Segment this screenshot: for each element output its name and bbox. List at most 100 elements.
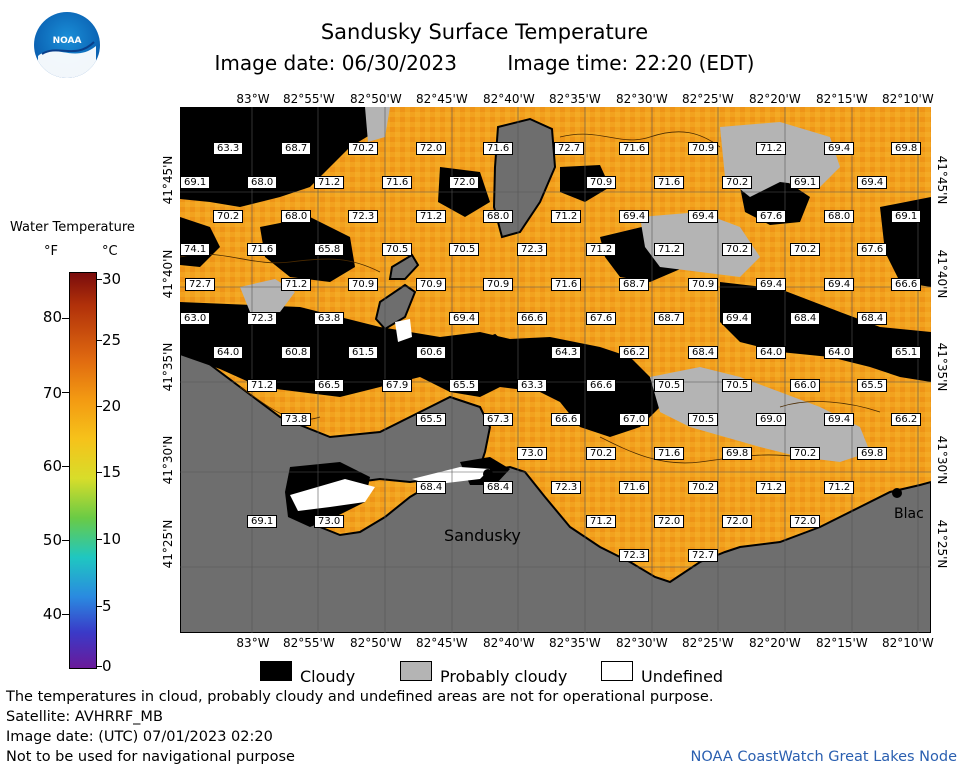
latitude-label: 41°30'N [161,435,175,485]
temperature-label: 67.6 [857,243,888,256]
temperature-label: 71.2 [586,243,617,256]
temperature-label: 70.5 [688,413,719,426]
legend-swatch-probably-cloudy [400,661,432,681]
temperature-label: 71.6 [619,481,650,494]
longitude-label: 82°30'W [616,636,668,650]
temperature-label: 73.0 [314,515,345,528]
temperature-label: 71.6 [654,447,685,460]
temperature-label: 61.5 [348,346,379,359]
temperature-label: 71.6 [483,142,514,155]
temperature-label: 70.2 [688,481,719,494]
temperature-label: 69.4 [449,312,480,325]
page-title: Sandusky Surface Temperature [320,20,649,44]
temperature-label: 70.2 [213,210,244,223]
temperature-label: 71.6 [382,176,413,189]
f-tick-label: 50 [42,531,62,549]
temperature-label: 71.2 [314,176,345,189]
temperature-label: 63.8 [314,312,345,325]
noaa-bird-icon [38,41,96,78]
longitude-label: 82°15'W [816,636,868,650]
c-tick-label: 25 [102,331,122,349]
temperature-label: 71.2 [586,515,617,528]
temperature-colorbar [69,272,97,669]
temperature-label: 70.9 [416,278,447,291]
temperature-label: 69.4 [824,413,855,426]
temperature-label: 72.7 [185,278,216,291]
temperature-label: 71.2 [654,243,685,256]
longitude-label: 82°55'W [283,92,335,106]
longitude-label: 82°25'W [682,636,734,650]
legend-label-cloudy: Cloudy [300,667,356,686]
c-tick [96,539,102,540]
temperature-label: 69.1 [891,210,922,223]
longitude-label: 82°10'W [882,636,934,650]
temperature-label: 70.2 [348,142,379,155]
longitude-label: 82°40'W [483,92,535,106]
temperature-label: 67.6 [756,210,787,223]
temperature-label: 68.7 [281,142,312,155]
temperature-label: 71.2 [416,210,447,223]
latitude-label: 41°25'N [161,519,175,569]
temperature-label: 68.0 [824,210,855,223]
temperature-label: 69.4 [857,176,888,189]
image-time: Image time: 22:20 (EDT) [507,51,755,75]
satellite-text: Satellite: AVHRRF_MB [6,709,163,725]
temperature-label: 70.5 [654,379,685,392]
place-label-sandusky: Sandusky [444,526,521,545]
temperature-label: 67.6 [586,312,617,325]
temperature-label: 64.0 [756,346,787,359]
temperature-label: 69.4 [824,142,855,155]
temperature-label: 70.9 [688,142,719,155]
temperature-label: 67.3 [483,413,514,426]
temperature-label: 68.7 [619,278,650,291]
temperature-label: 70.5 [722,379,753,392]
logo-text: NOAA [52,36,82,46]
temperature-label: 68.4 [790,312,821,325]
temperature-label: 64.0 [824,346,855,359]
latitude-label: 41°45'N [161,155,175,205]
temperature-label: 70.9 [483,278,514,291]
c-tick [96,472,102,473]
colorbar-title: Water Temperature [10,220,135,235]
temperature-label: 65.5 [416,413,447,426]
temperature-label: 70.9 [586,176,617,189]
undefined-areas [290,319,490,511]
temperature-label: 69.4 [619,210,650,223]
temperature-label: 69.8 [857,447,888,460]
temperature-label: 69.0 [756,413,787,426]
c-tick [96,340,102,341]
f-tick [62,318,69,319]
longitude-label: 82°35'W [549,636,601,650]
f-tick-label: 80 [42,308,62,326]
temperature-label: 71.6 [619,142,650,155]
c-tick-label: 5 [102,597,112,615]
latitude-label: 41°40'N [935,249,949,299]
temperature-label: 73.0 [517,447,548,460]
c-tick-label: 15 [102,463,122,481]
latitude-label: 41°35'N [935,342,949,392]
longitude-label: 82°20'W [749,636,801,650]
temperature-label: 67.0 [619,413,650,426]
temperature-label: 73.8 [281,413,312,426]
temperature-label: 66.6 [891,278,922,291]
temperature-label: 66.5 [314,379,345,392]
credit-text: NOAA CoastWatch Great Lakes Node [690,749,957,765]
legend-swatch-undefined [601,661,633,681]
latitude-label: 41°25'N [935,519,949,569]
longitude-label: 82°15'W [816,92,868,106]
c-tick [96,406,102,407]
temperature-label: 68.4 [857,312,888,325]
temperature-label: 71.2 [756,142,787,155]
temperature-label: 72.0 [654,515,685,528]
city-marker-blac [892,488,902,498]
temperature-label: 68.4 [416,481,447,494]
place-label-blac: Blac [894,506,924,522]
temperature-label: 71.2 [247,379,278,392]
temperature-label: 72.3 [348,210,379,223]
temperature-label: 71.6 [247,243,278,256]
temperature-label: 65.8 [314,243,345,256]
legend-label-undefined: Undefined [641,667,724,686]
temperature-label: 63.3 [517,379,548,392]
f-tick [62,614,69,615]
unit-celsius: °C [102,244,118,259]
